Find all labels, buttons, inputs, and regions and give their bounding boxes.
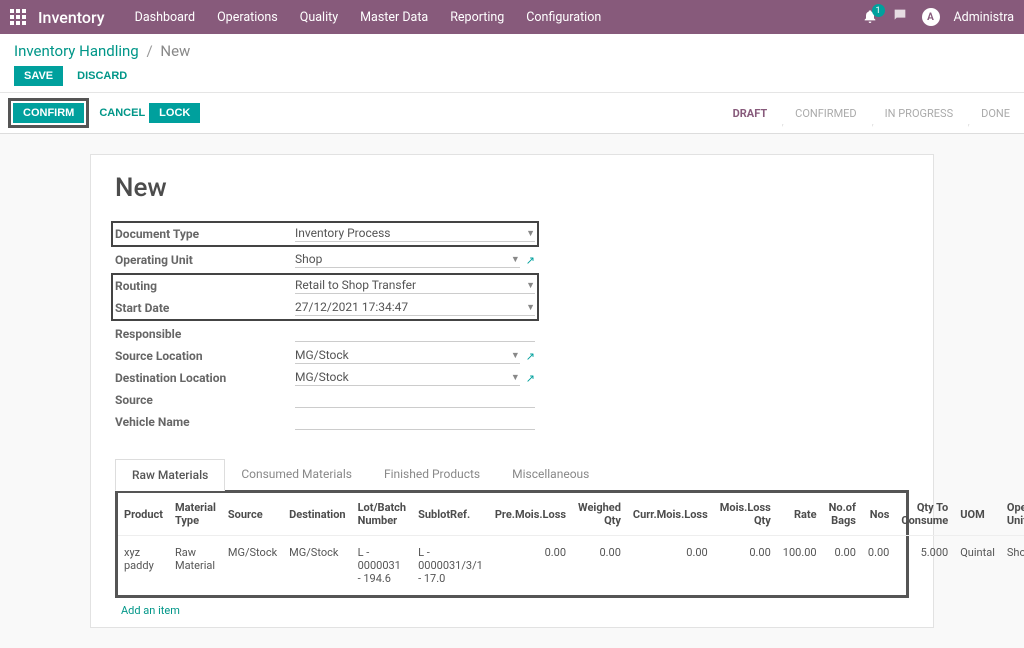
th-weighed[interactable]: Weighed Qty [572,493,627,536]
th-source[interactable]: Source [222,493,283,536]
step-draft[interactable]: DRAFT [719,103,782,124]
th-sublot[interactable]: SublotRef. [412,493,489,536]
th-rate[interactable]: Rate [777,493,823,536]
field-source[interactable]: . [295,392,535,408]
th-bags[interactable]: No.of Bags [823,493,862,536]
external-link-icon[interactable]: ↗ [526,350,535,363]
label-dest-location: Destination Location [115,371,295,385]
form-sheet: New Document Type Inventory Process▼ Ope… [90,154,934,628]
chat-icon[interactable] [892,7,908,27]
external-link-icon[interactable]: ↗ [526,254,535,267]
materials-table: Product Material Type Source Destination… [118,493,1024,595]
confirm-highlight: CONFIRM [8,98,89,128]
table-highlight: Product Material Type Source Destination… [115,490,909,598]
notif-badge: 1 [872,4,885,17]
field-responsible[interactable]: . [295,326,535,342]
notebook-tabs: Raw Materials Consumed Materials Finishe… [115,459,909,491]
label-start-date: Start Date [115,301,295,315]
field-dest-location[interactable]: MG/Stock▼ [295,370,520,386]
step-confirmed[interactable]: CONFIRMED [781,103,871,124]
label-routing: Routing [115,279,295,293]
avatar[interactable]: A [922,8,940,26]
status-bar: CONFIRM CANCEL LOCK DRAFT CONFIRMED IN P… [0,93,1024,134]
chevron-down-icon: ▼ [511,254,520,265]
field-source-location[interactable]: MG/Stock▼ [295,348,520,364]
field-routing[interactable]: Retail to Shop Transfer▼ [295,278,535,294]
th-curr-mois[interactable]: Curr.Mois.Loss [627,493,714,536]
menu-quality[interactable]: Quality [300,10,338,25]
th-product[interactable]: Product [118,493,169,536]
tab-miscellaneous[interactable]: Miscellaneous [496,459,605,490]
label-responsible: Responsible [115,327,295,341]
chevron-down-icon: ▼ [526,228,535,239]
status-steps: DRAFT CONFIRMED IN PROGRESS DONE [719,103,1024,124]
label-source: Source [115,393,295,407]
field-document-type[interactable]: Inventory Process▼ [295,226,535,242]
tab-raw-materials[interactable]: Raw Materials [115,459,225,491]
username[interactable]: Administra [954,10,1014,25]
tab-finished-products[interactable]: Finished Products [368,459,496,490]
chevron-down-icon: ▼ [526,302,535,313]
label-document-type: Document Type [115,227,295,241]
menu-operations[interactable]: Operations [217,10,278,25]
chevron-down-icon: ▼ [511,350,520,361]
menu-master-data[interactable]: Master Data [360,10,428,25]
label-source-location: Source Location [115,349,295,363]
page-title: New [115,173,909,203]
field-vehicle-name[interactable]: . [295,414,535,430]
field-operating-unit[interactable]: Shop▼ [295,252,520,268]
breadcrumb-sub: New [160,42,190,60]
field-start-date[interactable]: 27/12/2021 17:34:47▼ [295,300,535,316]
cancel-button[interactable]: CANCEL [95,103,149,123]
step-done[interactable]: DONE [967,103,1024,124]
menu-configuration[interactable]: Configuration [526,10,601,25]
discard-button[interactable]: DISCARD [73,66,131,86]
external-link-icon[interactable]: ↗ [526,372,535,385]
apps-icon[interactable] [10,9,26,25]
hl-doc-type: Document Type Inventory Process▼ [111,221,539,247]
th-destination[interactable]: Destination [283,493,351,536]
menu-dashboard[interactable]: Dashboard [135,10,195,25]
confirm-button[interactable]: CONFIRM [13,103,84,123]
brand-title: Inventory [38,8,105,27]
lock-button[interactable]: LOCK [149,103,200,123]
th-ou[interactable]: Operating Unit [1001,493,1024,536]
form-grid: Document Type Inventory Process▼ Operati… [115,221,535,433]
top-menu: Dashboard Operations Quality Master Data… [135,10,602,25]
menu-reporting[interactable]: Reporting [450,10,504,25]
th-qty[interactable]: Qty To Consume [895,493,954,536]
table-row[interactable]: xyz paddy Raw Material MG/Stock MG/Stock… [118,536,1024,596]
th-pre-mois[interactable]: Pre.Mois.Loss [489,493,572,536]
label-operating-unit: Operating Unit [115,253,295,267]
step-in-progress[interactable]: IN PROGRESS [871,103,967,124]
save-button[interactable]: SAVE [14,66,63,86]
top-navbar: Inventory Dashboard Operations Quality M… [0,0,1024,34]
chevron-down-icon: ▼ [526,280,535,291]
th-lot[interactable]: Lot/Batch Number [352,493,413,536]
label-vehicle-name: Vehicle Name [115,415,295,429]
th-mois-qty[interactable]: Mois.Loss Qty [714,493,777,536]
control-bar: Inventory Handling / New SAVE DISCARD [0,34,1024,93]
tab-consumed-materials[interactable]: Consumed Materials [225,459,368,490]
hl-routing-date: Routing Retail to Shop Transfer▼ Start D… [111,273,539,321]
add-item-link[interactable]: Add an item [115,598,909,617]
chevron-down-icon: ▼ [511,372,520,383]
th-material-type[interactable]: Material Type [169,493,222,536]
th-nos[interactable]: Nos [862,493,895,536]
th-uom[interactable]: UOM [954,493,1001,536]
breadcrumb: Inventory Handling / New [14,42,1010,60]
breadcrumb-main[interactable]: Inventory Handling [14,42,139,60]
notifications-icon[interactable]: 1 [862,9,878,25]
